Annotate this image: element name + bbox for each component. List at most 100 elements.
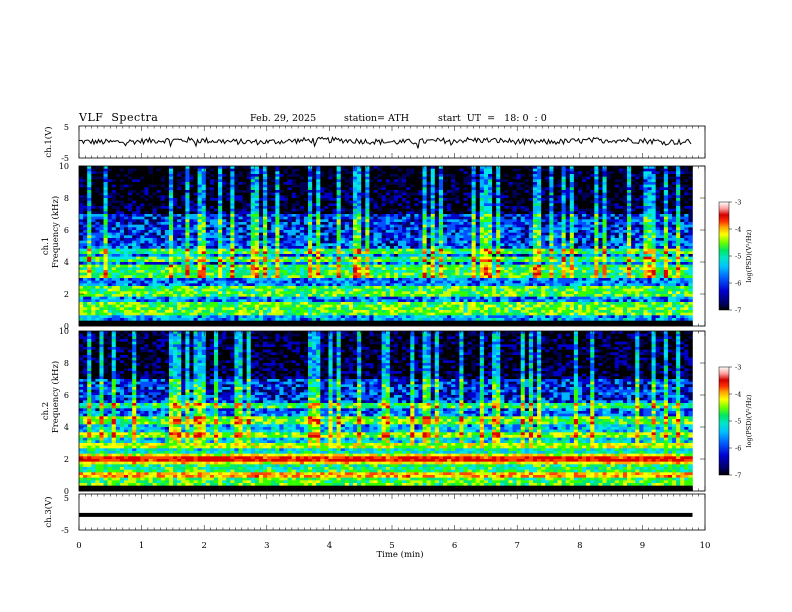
spectrogram-cell bbox=[140, 195, 145, 199]
spectrogram-cell bbox=[655, 246, 661, 249]
spectrogram-cell bbox=[308, 192, 313, 196]
spectrogram-cell bbox=[508, 176, 513, 180]
spectrogram-cell bbox=[577, 246, 583, 249]
spectrogram-cell bbox=[459, 243, 464, 247]
spectrogram-cell bbox=[115, 184, 121, 188]
spectrogram-cell bbox=[152, 216, 158, 220]
spectrogram-cell bbox=[643, 198, 648, 201]
spectrogram-cell bbox=[271, 203, 276, 207]
spectrogram-cell bbox=[340, 166, 346, 169]
spectrogram-cell bbox=[123, 174, 129, 177]
spectrogram-cell bbox=[320, 248, 325, 252]
spectrogram-cell bbox=[426, 222, 432, 225]
spectrogram-cell bbox=[152, 240, 158, 244]
spectrogram-cell bbox=[606, 224, 611, 228]
spectrogram-cell bbox=[320, 214, 325, 217]
spectrogram-cell bbox=[250, 206, 256, 209]
spectrogram-cell bbox=[602, 240, 607, 244]
spectrogram-cell bbox=[582, 216, 587, 220]
spectrogram-cell bbox=[512, 190, 517, 193]
spectrogram-cell bbox=[393, 192, 399, 196]
spectrogram-cell bbox=[393, 203, 399, 207]
spectrogram-cell bbox=[532, 168, 538, 172]
spectrogram-cell bbox=[594, 230, 599, 233]
spectrogram-cell bbox=[541, 184, 546, 188]
spectrogram-cell bbox=[95, 214, 100, 217]
spectrogram-cell bbox=[577, 224, 583, 228]
spectrogram-cell bbox=[577, 206, 583, 209]
spectrogram-cell bbox=[475, 211, 481, 215]
spectrogram-cell bbox=[614, 230, 620, 233]
spectrogram-cell bbox=[250, 219, 256, 223]
spectrogram-cell bbox=[181, 182, 186, 185]
spectrogram-cell bbox=[483, 198, 489, 201]
spectrogram-cell bbox=[622, 238, 628, 241]
spectrogram-cell bbox=[308, 222, 313, 225]
spectrogram-cell bbox=[663, 232, 669, 236]
spectrogram-cell bbox=[430, 198, 436, 201]
spectrogram-cell bbox=[553, 184, 558, 188]
spectrogram-cell bbox=[230, 214, 235, 217]
spectrogram-cell bbox=[688, 235, 693, 239]
spectrogram-cell bbox=[234, 211, 239, 215]
spectrogram-cell bbox=[308, 216, 313, 220]
spectrogram-cell bbox=[177, 184, 182, 188]
spectrogram-cell bbox=[369, 200, 374, 204]
spectrogram-cell bbox=[467, 230, 472, 233]
spectrogram-cell bbox=[467, 176, 472, 180]
spectrogram-cell bbox=[557, 187, 562, 191]
spectrogram-cell bbox=[353, 171, 358, 175]
spectrogram-cell bbox=[602, 243, 607, 247]
spectrogram-cell bbox=[123, 206, 129, 209]
spectrogram-cell bbox=[622, 192, 628, 196]
spectrogram-cell bbox=[271, 206, 276, 209]
spectrogram-cell bbox=[443, 184, 448, 188]
spectrogram-cell bbox=[87, 195, 92, 199]
spectrogram-cell bbox=[238, 203, 243, 207]
spectrogram-cell bbox=[586, 179, 591, 183]
spectrogram-cell bbox=[312, 179, 317, 183]
spectrogram-cell bbox=[676, 206, 681, 209]
spectrogram-cell bbox=[140, 230, 145, 233]
spectrogram-cell bbox=[287, 198, 292, 201]
spectrogram-cell bbox=[410, 184, 415, 188]
spectrogram-cell bbox=[303, 222, 309, 225]
spectrogram-cell bbox=[475, 240, 481, 244]
spectrogram-cell bbox=[218, 243, 223, 247]
spectrogram-cell bbox=[590, 174, 595, 177]
spectrogram-cell bbox=[148, 230, 153, 233]
spectrogram-cell bbox=[316, 184, 321, 188]
spectrogram-cell bbox=[156, 187, 162, 191]
spectrogram-cell bbox=[242, 166, 247, 169]
spectrogram-cell bbox=[283, 168, 288, 172]
spectrogram-cell bbox=[618, 243, 624, 247]
spectrogram-cell bbox=[308, 190, 313, 193]
spectrogram-cell bbox=[213, 182, 219, 185]
spectrogram-cell bbox=[492, 208, 497, 212]
spectrogram-cell bbox=[267, 208, 272, 212]
spectrogram-cell bbox=[226, 179, 231, 183]
spectrogram-cell bbox=[532, 248, 538, 252]
spectrogram-cell bbox=[496, 235, 501, 239]
spectrogram-cell bbox=[271, 230, 276, 233]
spectrogram-cell bbox=[500, 192, 505, 196]
spectrogram-cell bbox=[598, 246, 603, 249]
spectrogram-cell bbox=[475, 179, 481, 183]
spectrogram-cell bbox=[189, 168, 194, 172]
spectrogram-cell bbox=[598, 240, 603, 244]
spectrogram-cell bbox=[569, 166, 575, 169]
spectrogram-cell bbox=[185, 200, 190, 204]
spectrogram-cell bbox=[639, 227, 644, 231]
spectrogram-cell bbox=[230, 248, 235, 252]
spectrogram-cell bbox=[524, 216, 530, 220]
spectrogram-cell bbox=[209, 211, 215, 215]
spectrogram-cell bbox=[267, 168, 272, 172]
spectrogram-cell bbox=[528, 224, 534, 228]
spectrogram-cell bbox=[377, 208, 382, 212]
spectrogram-cell bbox=[406, 176, 411, 180]
spectrogram-cell bbox=[213, 187, 219, 191]
spectrogram-cell bbox=[119, 224, 125, 228]
spectrogram-cell bbox=[598, 203, 603, 207]
spectrogram-cell bbox=[643, 232, 648, 236]
spectrogram-cell bbox=[483, 208, 489, 212]
